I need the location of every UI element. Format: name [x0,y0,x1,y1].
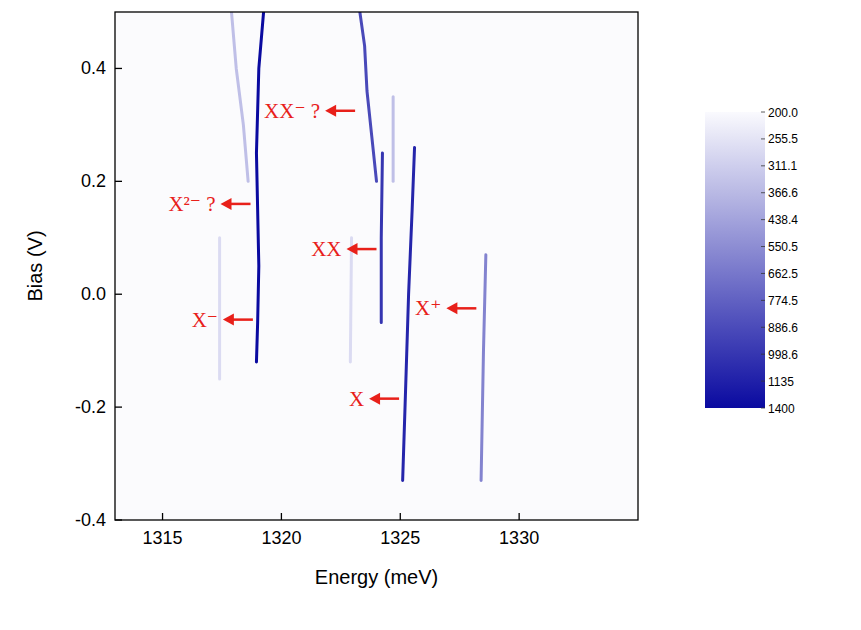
annotation: XX⁻ ? [264,99,355,123]
annotation-arrow [377,397,399,400]
spectral-line [481,255,486,481]
colorbar-label: 1400 [768,402,795,416]
y-tick [115,519,122,520]
arrow-head [223,314,234,326]
colorbar-tick [761,300,765,301]
colorbar-label: 550.5 [768,240,798,254]
lines [220,12,486,480]
colorbar-label: 366.6 [768,186,798,200]
colorbar-tick [761,408,765,409]
annotation-label: XX⁻ ? [264,99,320,123]
colorbar-tick [761,138,765,139]
colorbar-label: 311.1 [768,159,797,173]
x-axis-title: Energy (meV) [315,566,438,588]
x-tick [400,513,401,520]
spectral-line [360,12,377,181]
arrow-head [369,393,380,405]
y-tick [115,294,122,295]
annotation: XX [311,237,376,261]
colorbar-tick [761,192,765,193]
annotation-label: X⁻ [192,308,218,332]
plot-area [115,12,638,520]
spectral-line [403,147,415,480]
annotation-arrow [229,203,251,206]
colorbar-tick [761,219,765,220]
annotation-label: X⁺ [415,296,441,320]
x-tick [281,513,282,520]
y-tick-label: -0.2 [75,397,106,417]
spectral-line [231,12,248,181]
y-tick-label: 0.0 [81,284,106,304]
spectral-line [350,238,351,362]
colorbar-tick [761,112,765,113]
arrow-head [325,105,336,117]
colorbar-label: 255.5 [768,132,798,146]
y-tick [115,181,122,182]
colorbar-tick [761,327,765,328]
x-tick-label: 1325 [380,528,420,548]
annotation: X⁻ [192,308,253,332]
spectral-line [256,12,263,362]
y-tick [115,406,122,407]
annotation-label: X [349,387,364,411]
x-tick [162,513,163,520]
annotation-arrow [454,307,476,310]
annotation-label: X²⁻ ? [168,192,215,216]
frame [115,12,638,520]
colorbar-tick [761,165,765,166]
colorbar-tick [761,273,765,274]
spectral-line [218,238,221,379]
spectral-line [381,153,382,322]
x-tick-label: 1320 [261,528,301,548]
annotation-arrow [333,110,355,113]
arrow-head [347,243,358,255]
x-tick-label: 1315 [143,528,183,548]
colorbar-label: 662.5 [768,267,798,281]
colorbar-label: 1135 [768,375,794,389]
colorbar-tick [761,246,765,247]
arrow-head [221,198,232,210]
x-tick [518,513,519,520]
spectral-line [392,97,395,182]
colorbar-label: 998.6 [768,348,798,362]
y-tick-label: 0.2 [81,171,106,191]
colorbar-tick [761,354,765,355]
colorbar-tick [761,381,765,382]
annotation: X⁺ [415,296,476,320]
x-tick-label: 1330 [499,528,539,548]
colorbar-label: 200.0 [768,106,798,120]
chart: 1315 1320 1325 1330 -0.4 -0.2 0.0 0.2 0.4 Energy … [0,0,861,630]
colorbar-label: 886.6 [768,321,798,335]
annotation: X²⁻ ? [168,192,250,216]
colorbar [705,112,765,408]
annotation-arrow [355,248,377,251]
annotation: X [349,387,399,411]
arrow-head [446,302,457,314]
y-tick-label: -0.4 [75,510,106,530]
y-tick-label: 0.4 [81,58,106,78]
annotation-arrow [231,318,253,321]
annotation-label: XX [311,237,341,261]
y-tick [115,68,122,69]
colorbar-label: 438.4 [768,213,798,227]
colorbar-label: 774.5 [768,294,798,308]
y-axis-title: Bias (V) [24,230,46,301]
